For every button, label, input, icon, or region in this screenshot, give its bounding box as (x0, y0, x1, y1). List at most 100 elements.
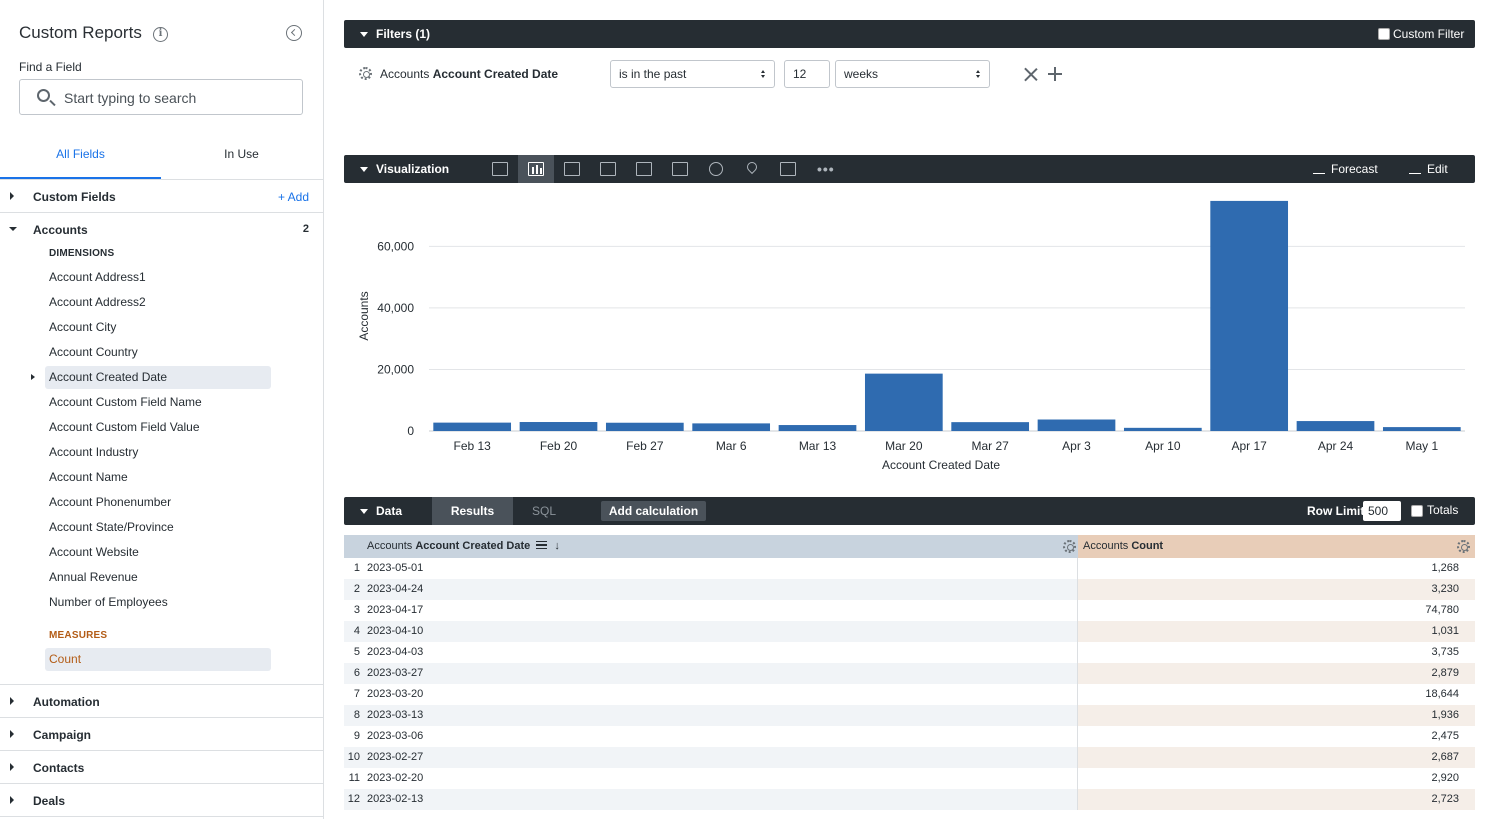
count-cell[interactable]: 3,735 (1431, 646, 1459, 658)
sidebar-field-item[interactable]: Number of Employees (49, 595, 168, 609)
sidebar-field-item[interactable]: Account Country (49, 345, 138, 359)
collapse-sidebar-icon[interactable] (286, 25, 302, 41)
tab-all-fields[interactable]: All Fields (0, 137, 161, 179)
group-custom-fields[interactable]: Custom Fields + Add (0, 180, 323, 213)
caret-right-icon[interactable] (31, 374, 35, 380)
custom-filter-checkbox[interactable] (1378, 28, 1390, 40)
count-cell[interactable]: 2,920 (1431, 772, 1459, 784)
column-header-count[interactable]: Accounts Count (1078, 535, 1475, 558)
x-tick-label: Feb 27 (626, 439, 664, 453)
date-cell[interactable]: 2023-03-06 (363, 726, 1078, 747)
filter-operator-select[interactable]: is in the past (610, 60, 775, 88)
date-cell[interactable]: 2023-02-20 (363, 768, 1078, 789)
bar-chart-icon[interactable] (518, 155, 554, 183)
totals-checkbox[interactable] (1411, 505, 1423, 517)
filter-value-input[interactable]: 12 (784, 60, 830, 88)
scatter-icon[interactable] (590, 155, 626, 183)
group-contacts[interactable]: Contacts (0, 751, 323, 784)
horizontal-bar-icon[interactable] (554, 155, 590, 183)
gear-icon[interactable] (1063, 540, 1076, 553)
count-cell[interactable]: 2,687 (1078, 747, 1475, 768)
row-index: 11 (348, 772, 360, 784)
sidebar-field-item[interactable]: Account Custom Field Name (49, 395, 202, 409)
date-cell[interactable]: 2023-03-27 (363, 663, 1078, 684)
visualization-title: Visualization (376, 162, 450, 176)
add-calculation-button[interactable]: Add calculation (601, 501, 706, 521)
field-search-box[interactable] (19, 79, 303, 115)
sidebar-field-item[interactable]: Account Address1 (49, 270, 146, 284)
data-bar[interactable]: Data Results SQL Add calculation Row Lim… (344, 497, 1475, 525)
group-label: Custom Fields (33, 190, 116, 204)
gear-icon[interactable] (1457, 540, 1470, 553)
map-pin-icon[interactable] (734, 155, 770, 183)
count-cell[interactable]: 2,475 (1431, 730, 1459, 742)
more-icon[interactable]: ••• (817, 161, 835, 177)
pivot-icon[interactable] (536, 541, 548, 549)
date-cell[interactable]: 2023-03-13 (363, 705, 1078, 726)
forecast-button[interactable]: Forecast (1313, 162, 1378, 176)
filters-bar[interactable]: Filters (1) Custom Filter (344, 20, 1475, 48)
date-cell[interactable]: 2023-04-17 (363, 600, 1078, 621)
area-icon[interactable] (662, 155, 698, 183)
group-campaign[interactable]: Campaign (0, 718, 323, 751)
sidebar-field-item[interactable]: Account Industry (49, 445, 139, 459)
caret-down-icon (360, 167, 368, 172)
sidebar-field-item[interactable]: Account State/Province (49, 520, 174, 534)
count-cell[interactable]: 3,230 (1078, 579, 1475, 600)
sidebar-field-item[interactable]: Account Created Date (45, 366, 271, 389)
group-accounts[interactable]: Accounts 2 (0, 213, 323, 246)
field-search-input[interactable] (64, 88, 294, 108)
sidebar-field-item[interactable]: Account Address2 (49, 295, 146, 309)
table-row: 3 2023-04-17 74,780 (344, 600, 1475, 621)
add-filter-icon[interactable] (1048, 67, 1062, 81)
count-cell[interactable]: 74,780 (1425, 604, 1459, 616)
gear-icon[interactable] (359, 67, 372, 80)
count-cell[interactable]: 18,644 (1425, 688, 1459, 700)
group-label: Automation (33, 695, 100, 709)
tab-sql[interactable]: SQL (531, 504, 556, 518)
sidebar-field-item[interactable]: Account Phonenumber (49, 495, 172, 509)
row-limit-input[interactable]: 500 (1363, 501, 1401, 521)
sort-desc-icon[interactable]: ↓ (554, 540, 560, 552)
count-cell[interactable]: 1,936 (1078, 705, 1475, 726)
count-cell[interactable]: 1,031 (1078, 621, 1475, 642)
filter-unit-select[interactable]: weeks (835, 60, 990, 88)
count-cell[interactable]: 1,268 (1431, 562, 1459, 574)
filter-row: Accounts Account Created Date is in the … (344, 60, 1475, 88)
remove-filter-icon[interactable] (1024, 67, 1038, 81)
sidebar-field-item[interactable]: Account Custom Field Value (49, 420, 200, 434)
field-count[interactable]: Count (45, 648, 271, 671)
date-cell[interactable]: 2023-05-01 (363, 558, 1078, 579)
add-custom-field-button[interactable]: + Add (277, 190, 309, 204)
single-value-icon[interactable] (770, 155, 806, 183)
row-index: 2 (344, 579, 360, 600)
count-cell[interactable]: 2,879 (1078, 663, 1475, 684)
visualization-bar[interactable]: Visualization ••• Forecast Edit (344, 155, 1475, 183)
sidebar-field-item[interactable]: Account Name (49, 470, 128, 484)
column-header-date[interactable]: Accounts Account Created Date ↓ (363, 535, 1078, 558)
table-icon[interactable] (482, 155, 518, 183)
col-prefix: Accounts (367, 540, 413, 552)
date-cell[interactable]: 2023-02-27 (363, 747, 1078, 768)
bar (1210, 200, 1289, 431)
forecast-label: Forecast (1331, 162, 1378, 176)
tab-in-use[interactable]: In Use (224, 147, 259, 161)
edit-button[interactable]: Edit (1409, 162, 1448, 176)
row-index: 6 (344, 663, 360, 684)
line-icon[interactable] (626, 155, 662, 183)
date-cell[interactable]: 2023-04-24 (363, 579, 1078, 600)
date-cell[interactable]: 2023-04-03 (363, 642, 1078, 663)
date-cell[interactable]: 2023-03-20 (363, 684, 1078, 705)
tab-results[interactable]: Results (432, 497, 513, 525)
group-deals[interactable]: Deals (0, 784, 323, 817)
sidebar-field-item[interactable]: Annual Revenue (49, 570, 138, 584)
group-automation[interactable]: Automation (0, 685, 323, 718)
info-icon[interactable]: i (153, 27, 168, 42)
sidebar-field-item[interactable]: Account Website (49, 545, 139, 559)
x-tick-label: Apr 10 (1145, 439, 1181, 453)
date-cell[interactable]: 2023-04-10 (363, 621, 1078, 642)
sidebar-field-item[interactable]: Account City (49, 320, 117, 334)
pie-icon[interactable] (698, 155, 734, 183)
count-cell[interactable]: 2,723 (1078, 789, 1475, 810)
date-cell[interactable]: 2023-02-13 (363, 789, 1078, 810)
